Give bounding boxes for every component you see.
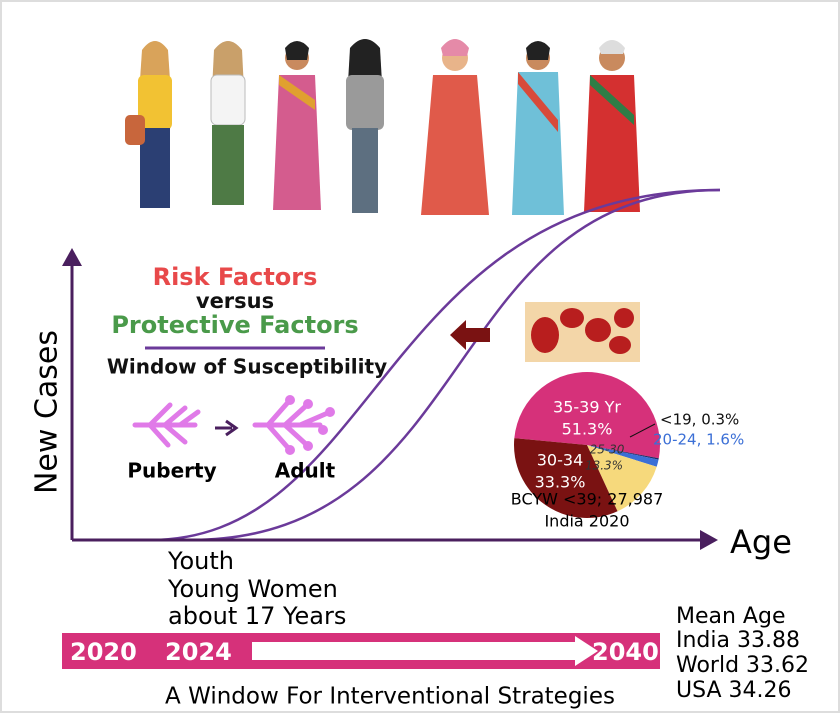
timeline-mid: 2024 — [165, 638, 232, 666]
mean-age-row: USA 34.26 — [676, 678, 792, 703]
pie-caption: India 2020 — [544, 512, 629, 531]
timeline-end: 2040 — [592, 638, 659, 666]
timeline-start: 2020 — [70, 638, 137, 666]
timeline-caption: A Window For Interventional Strategies — [165, 684, 615, 710]
slice-label: <19, 0.3% — [660, 411, 739, 429]
youth-text: about 17 Years — [168, 602, 346, 630]
risk-title: Risk Factors — [153, 263, 318, 291]
mean-age-row: World 33.62 — [676, 653, 809, 678]
mean-age-row: India 33.88 — [676, 628, 800, 653]
adult-label: Adult — [275, 459, 336, 483]
slice-label: 35-39 Yr — [553, 398, 621, 417]
y-axis-label: New Cases — [30, 330, 65, 494]
slice-value-label: 13.3% — [585, 459, 623, 473]
slice-label: 20-24, 1.6% — [653, 431, 744, 449]
puberty-label: Puberty — [127, 459, 216, 483]
slice-value-label: 51.3% — [562, 420, 613, 439]
window-title: Window of Susceptibility — [107, 355, 387, 379]
youth-text: Young Women — [167, 575, 338, 603]
slice-label: 30-34 — [537, 451, 584, 470]
versus: versus — [196, 289, 274, 313]
slice-label: 25-30 — [590, 443, 625, 457]
infographic: New Cases Age Risk Factors versus Protec… — [0, 0, 840, 713]
cell-image — [525, 302, 640, 362]
pie-caption: BCYW <39; 27,987 — [511, 490, 664, 509]
youth-text: Youth — [167, 547, 234, 575]
mean-age-title: Mean Age — [676, 604, 785, 629]
x-axis-label: Age — [730, 523, 792, 561]
protective-title: Protective Factors — [111, 311, 358, 339]
